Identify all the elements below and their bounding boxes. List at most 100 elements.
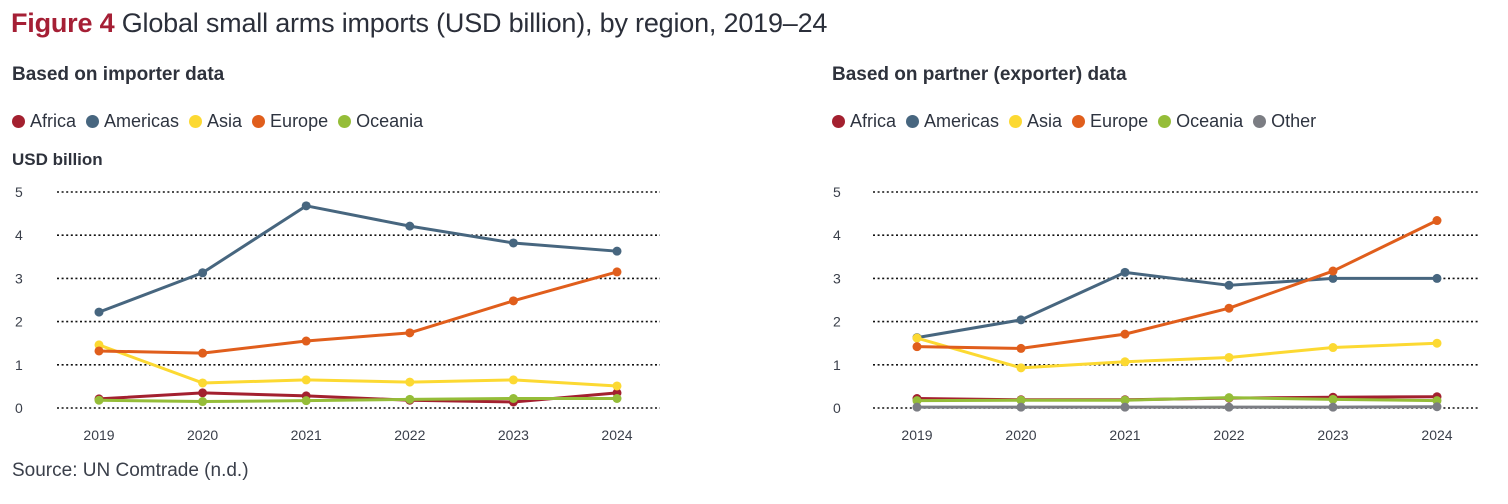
data-point bbox=[405, 221, 415, 231]
y-tick-label: 4 bbox=[15, 227, 23, 243]
series-asia bbox=[912, 333, 1442, 373]
data-point bbox=[1016, 395, 1026, 405]
legend-swatch-oceania bbox=[1158, 115, 1172, 128]
y-tick-label: 5 bbox=[15, 184, 23, 200]
legend-item-oceania: Oceania bbox=[338, 111, 423, 132]
data-point bbox=[301, 396, 311, 406]
y-tick-label: 0 bbox=[15, 400, 23, 416]
legend-swatch-europe bbox=[1072, 115, 1086, 128]
data-point bbox=[405, 328, 415, 338]
data-point bbox=[94, 346, 104, 356]
data-point bbox=[612, 246, 622, 256]
x-tick-label: 2024 bbox=[601, 427, 632, 443]
legend-swatch-europe bbox=[252, 115, 266, 128]
y-tick-label: 1 bbox=[15, 357, 23, 373]
series-line-africa bbox=[98, 391, 618, 404]
data-point bbox=[198, 268, 208, 278]
data-point bbox=[1432, 273, 1442, 283]
series-line-americas bbox=[916, 270, 1437, 340]
x-tick-label: 2022 bbox=[1213, 427, 1244, 443]
x-tick-label: 2020 bbox=[1005, 427, 1036, 443]
legend-swatch-asia bbox=[1009, 115, 1023, 128]
data-point bbox=[405, 377, 415, 387]
legend-item-americas: Americas bbox=[86, 111, 179, 132]
y-tick-label: 2 bbox=[833, 314, 841, 330]
data-point bbox=[612, 393, 622, 403]
series-americas bbox=[912, 267, 1442, 343]
data-point bbox=[198, 397, 208, 407]
legend-swatch-africa bbox=[832, 115, 845, 128]
data-point bbox=[1432, 216, 1442, 226]
data-point bbox=[94, 307, 104, 317]
legend-item-americas: Americas bbox=[906, 111, 999, 132]
right-chart: 0 1 2 3 4 5 2019 2020 2021 2022 2023 2024 bbox=[833, 184, 1478, 443]
series-line-oceania bbox=[916, 396, 1438, 403]
data-point bbox=[1016, 343, 1026, 353]
source-note: Source: UN Comtrade (n.d.) bbox=[12, 460, 249, 481]
data-point bbox=[508, 296, 518, 306]
series-oceania bbox=[94, 393, 622, 407]
x-tick-label: 2021 bbox=[291, 427, 322, 443]
data-point bbox=[1224, 402, 1234, 412]
legend-swatch-oceania bbox=[338, 115, 352, 128]
data-point bbox=[1120, 402, 1130, 412]
data-point bbox=[198, 388, 208, 398]
x-tick-label: 2023 bbox=[498, 427, 529, 443]
legend-item-asia: Asia bbox=[1009, 111, 1062, 132]
legend-label: Other bbox=[1271, 111, 1317, 131]
y-tick-label: 5 bbox=[833, 184, 841, 200]
legend-item-europe: Europe bbox=[1072, 111, 1148, 132]
data-point bbox=[301, 375, 311, 385]
y-tick-label: 0 bbox=[833, 400, 841, 416]
legend-label: Africa bbox=[850, 111, 897, 131]
data-point bbox=[612, 267, 622, 277]
x-tick-label: 2021 bbox=[1109, 427, 1140, 443]
figure-label: Figure 4 bbox=[11, 8, 115, 38]
legend-label: Americas bbox=[104, 111, 180, 131]
data-point bbox=[94, 395, 104, 405]
left-chart-legend: Africa Americas Asia Europe Oceania bbox=[12, 111, 433, 132]
x-tick-label: 2019 bbox=[83, 427, 114, 443]
x-tick-label: 2022 bbox=[394, 427, 425, 443]
right-chart-legend: Africa Americas Asia Europe Oceania Other bbox=[832, 111, 1326, 132]
figure-title: Figure 4 Global small arms imports (USD … bbox=[11, 8, 827, 39]
legend-swatch-americas bbox=[86, 115, 100, 128]
right-chart-subtitle: Based on partner (exporter) data bbox=[832, 64, 1127, 85]
series-americas bbox=[94, 201, 622, 317]
data-point bbox=[612, 381, 622, 391]
data-point bbox=[301, 336, 311, 346]
legend-swatch-other bbox=[1253, 115, 1267, 128]
data-point bbox=[198, 348, 208, 358]
legend-label: Europe bbox=[270, 111, 329, 131]
legend-swatch-americas bbox=[906, 115, 920, 128]
left-chart-subtitle: Based on importer data bbox=[12, 64, 225, 85]
data-point bbox=[508, 393, 518, 403]
data-point bbox=[198, 378, 208, 388]
data-point bbox=[912, 333, 922, 343]
legend-label: Oceania bbox=[356, 111, 424, 131]
legend-swatch-africa bbox=[12, 115, 25, 128]
data-point bbox=[1328, 343, 1338, 353]
data-point bbox=[1328, 273, 1338, 283]
x-tick-label: 2020 bbox=[187, 427, 218, 443]
legend-label: Europe bbox=[1090, 111, 1149, 131]
y-tick-label: 3 bbox=[833, 270, 841, 286]
y-tick-label: 2 bbox=[15, 314, 23, 330]
series-line-europe bbox=[916, 219, 1438, 350]
series-other bbox=[912, 402, 1442, 412]
data-point bbox=[912, 402, 922, 412]
data-point bbox=[1432, 402, 1442, 412]
figure-title-text: Global small arms imports (USD billion),… bbox=[121, 8, 828, 38]
data-point bbox=[1328, 394, 1338, 404]
data-point bbox=[1224, 280, 1234, 290]
legend-label: Americas bbox=[924, 111, 1000, 131]
data-point bbox=[301, 201, 311, 211]
data-point bbox=[1016, 315, 1026, 325]
y-tick-label: 4 bbox=[833, 227, 841, 243]
series-line-asia bbox=[916, 336, 1438, 370]
legend-label: Asia bbox=[1027, 111, 1063, 131]
legend-item-oceania: Oceania bbox=[1158, 111, 1243, 132]
series-line-oceania bbox=[98, 396, 617, 404]
series-line-asia bbox=[98, 343, 618, 388]
